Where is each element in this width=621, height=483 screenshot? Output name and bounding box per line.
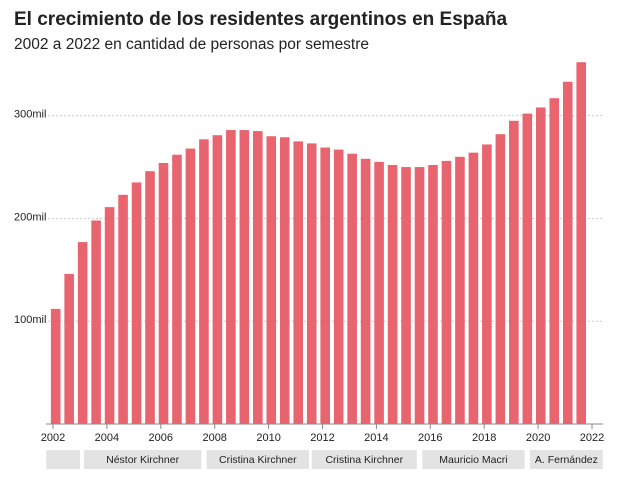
- bar: [482, 144, 492, 424]
- period-band: [46, 450, 80, 469]
- bar: [495, 134, 506, 424]
- bar: [455, 156, 465, 424]
- bar: [509, 120, 519, 425]
- bar: [522, 113, 533, 424]
- x-tick-label: 2018: [472, 432, 496, 444]
- x-tick-label: 2002: [41, 432, 65, 444]
- x-tick-label: 2012: [310, 432, 334, 444]
- bar: [293, 141, 304, 424]
- bar: [118, 194, 128, 424]
- period-band: [311, 450, 417, 469]
- x-tick-label: 2020: [526, 432, 550, 444]
- bar: [253, 131, 263, 425]
- bar: [333, 149, 344, 425]
- bar: [387, 165, 398, 424]
- bar: [266, 136, 277, 424]
- period-label: Néstor Kirchner: [106, 454, 179, 466]
- bar: [91, 220, 101, 424]
- bar: [441, 160, 452, 424]
- x-tick-label: 2010: [256, 432, 280, 444]
- bar: [172, 154, 182, 424]
- bar: [158, 162, 169, 424]
- period-band: [530, 450, 603, 469]
- bar: [401, 167, 411, 425]
- bar: [212, 135, 223, 424]
- y-tick-label: 100mil: [14, 314, 46, 326]
- x-tick-label: 2004: [95, 432, 119, 444]
- bar: [279, 137, 290, 424]
- period-band: [422, 450, 525, 469]
- bar: [104, 207, 115, 424]
- bar: [145, 171, 155, 424]
- period-label: A. Fernández: [535, 454, 598, 466]
- period-label: Cristina Kirchner: [219, 454, 297, 466]
- y-tick-label: 300mil: [14, 109, 46, 121]
- chart-subtitle: 2002 a 2022 en cantidad de personas por …: [14, 36, 369, 53]
- period-band: [83, 450, 202, 469]
- bar: [347, 153, 357, 424]
- bar: [414, 167, 425, 425]
- y-tick-label: 200mil: [14, 211, 46, 223]
- bar: [306, 143, 317, 424]
- x-tick-label: 2014: [364, 432, 388, 444]
- bar: [239, 130, 250, 425]
- bar: [64, 273, 74, 424]
- bar: [131, 182, 142, 424]
- period-label: Mauricio Macri: [439, 454, 507, 466]
- bar: [360, 158, 371, 425]
- bar: [468, 152, 479, 424]
- bar: [50, 308, 61, 424]
- bar: [77, 242, 88, 424]
- period-band: [206, 450, 310, 469]
- bar: [226, 130, 236, 425]
- bar: [320, 147, 330, 424]
- bar: [535, 107, 546, 424]
- bar: [562, 81, 573, 424]
- bar: [428, 165, 438, 424]
- x-tick-label: 2016: [418, 432, 442, 444]
- bar: [549, 98, 560, 424]
- x-tick-label: 2008: [202, 432, 226, 444]
- period-label: Cristina Kirchner: [325, 454, 403, 466]
- bar: [576, 62, 587, 424]
- x-tick-label: 2022: [580, 432, 604, 444]
- x-tick-label: 2006: [149, 432, 173, 444]
- bar: [374, 161, 384, 424]
- bar: [199, 139, 209, 425]
- bar: [185, 148, 196, 425]
- chart-title: El crecimiento de los residentes argenti…: [14, 9, 508, 30]
